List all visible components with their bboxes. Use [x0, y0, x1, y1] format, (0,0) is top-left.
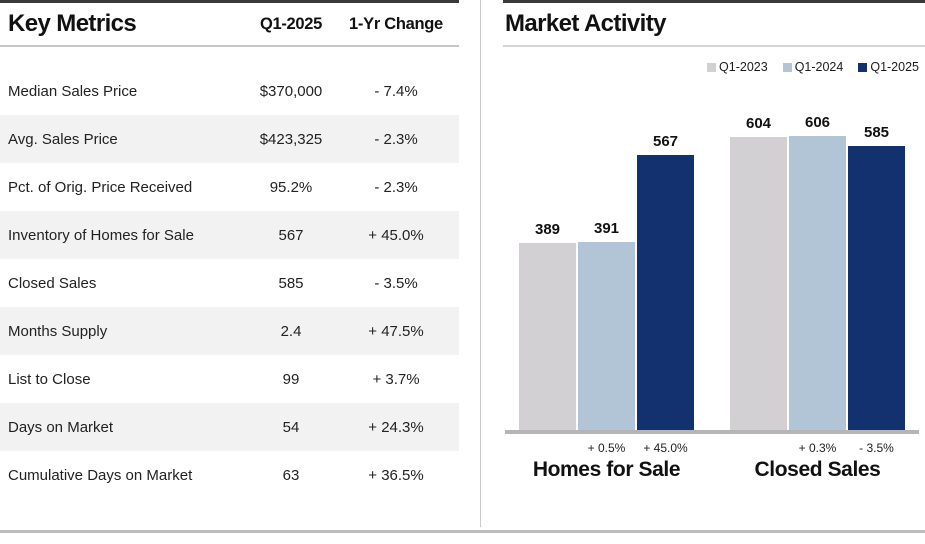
table-row: Avg. Sales Price $423,325 - 2.3% — [0, 115, 459, 163]
bar-value-label: 567 — [652, 133, 679, 150]
metric-value: 99 — [282, 370, 300, 388]
chart-baseline — [505, 430, 919, 434]
table-row: Closed Sales 585 - 3.5% — [0, 259, 459, 307]
metric-change: + 24.3% — [368, 418, 424, 436]
pct-change-label: + 0.5% — [587, 441, 626, 455]
metric-label: Days on Market — [8, 418, 114, 436]
metric-label: Inventory of Homes for Sale — [8, 226, 194, 244]
table-row: Median Sales Price $370,000 - 7.4% — [0, 67, 459, 115]
pct-change-row: + 0.5% + 45.0% + 0.3% - 3.5% — [505, 441, 919, 455]
metrics-table: Median Sales Price $370,000 - 7.4% Avg. Sal… — [0, 67, 459, 499]
metric-value: $423,325 — [259, 130, 323, 148]
metric-label: Median Sales Price — [8, 82, 138, 100]
market-activity-panel: Market Activity Q1-2023 Q1-2024 Q1-2025 38… — [503, 0, 925, 527]
bar-column: 604 — [730, 115, 787, 434]
column-header-1yr-change: 1-Yr Change — [349, 14, 443, 33]
chart-bar — [730, 137, 787, 434]
pct-change-label: + 45.0% — [643, 441, 688, 455]
chart-bar — [789, 136, 846, 434]
table-row: Cumulative Days on Market 63 + 36.5% — [0, 451, 459, 499]
bar-column: 585 — [848, 124, 905, 434]
category-label-row: Homes for Sale Closed Sales — [505, 458, 919, 482]
metric-label: Avg. Sales Price — [8, 130, 118, 148]
metric-change: + 3.7% — [372, 370, 420, 388]
column-header-q1-2025: Q1-2025 — [259, 14, 323, 33]
bar-chart: 389 391 567 604 606 585 + 0.5% + 45.0% + 0.3% - … — [505, 104, 919, 482]
pct-change-label: + 0.3% — [798, 441, 837, 455]
chart-legend: Q1-2023 Q1-2024 Q1-2025 — [503, 60, 925, 74]
chart-plot-area: 389 391 567 604 606 585 — [505, 104, 919, 434]
legend-label: Q1-2025 — [870, 60, 919, 74]
category-label: Homes for Sale — [532, 458, 681, 481]
bar-column: 389 — [519, 221, 576, 434]
metric-value: 63 — [282, 466, 300, 484]
metric-label: List to Close — [8, 370, 91, 388]
category-label: Closed Sales — [754, 458, 881, 481]
bar-column: 391 — [578, 220, 635, 434]
legend-swatch-icon — [858, 62, 868, 72]
bar-value-label: 391 — [593, 220, 620, 237]
table-row: List to Close 99 + 3.7% — [0, 355, 459, 403]
metric-change: - 3.5% — [374, 274, 418, 292]
chart-bar — [637, 155, 694, 434]
bar-group: 604 606 585 — [730, 114, 905, 434]
metric-change: + 36.5% — [368, 466, 424, 484]
metric-change: - 2.3% — [374, 130, 418, 148]
metric-label: Pct. of Orig. Price Received — [8, 178, 193, 196]
metric-label: Closed Sales — [8, 274, 97, 292]
table-row: Days on Market 54 + 24.3% — [0, 403, 459, 451]
metric-change: + 45.0% — [368, 226, 424, 244]
metric-change: - 7.4% — [374, 82, 418, 100]
key-metrics-header: Key Metrics Q1-2025 1-Yr Change — [0, 3, 459, 47]
panel-divider — [480, 0, 481, 527]
bottom-rule — [0, 530, 925, 533]
metric-value: $370,000 — [259, 82, 323, 100]
legend-item: Q1-2023 — [707, 60, 768, 74]
bar-value-label: 585 — [863, 124, 890, 141]
metric-value: 95.2% — [269, 178, 313, 196]
bar-value-label: 389 — [534, 221, 561, 238]
legend-swatch-icon — [782, 62, 792, 72]
chart-bar — [578, 242, 635, 434]
key-metrics-panel: Key Metrics Q1-2025 1-Yr Change Median S… — [0, 0, 459, 499]
market-activity-title: Market Activity — [505, 10, 666, 37]
bar-group: 389 391 567 — [519, 133, 694, 434]
table-row: Pct. of Orig. Price Received 95.2% - 2.3% — [0, 163, 459, 211]
key-metrics-title: Key Metrics — [8, 10, 137, 37]
metric-value: 54 — [282, 418, 300, 436]
chart-bar — [848, 146, 905, 434]
metric-value: 567 — [278, 226, 304, 244]
bar-column: 606 — [789, 114, 846, 434]
bar-column: 567 — [637, 133, 694, 434]
metric-change: + 47.5% — [368, 322, 424, 340]
pct-change-label: - 3.5% — [859, 441, 894, 455]
metric-value: 2.4 — [280, 322, 302, 340]
chart-bar — [519, 243, 576, 434]
pct-change-label — [519, 441, 576, 455]
table-row: Inventory of Homes for Sale 567 + 45.0% — [0, 211, 459, 259]
legend-swatch-icon — [707, 62, 717, 72]
metric-label: Cumulative Days on Market — [8, 466, 193, 484]
bar-value-label: 606 — [804, 114, 831, 131]
metric-change: - 2.3% — [374, 178, 418, 196]
metric-value: 585 — [278, 274, 304, 292]
legend-item: Q1-2024 — [782, 60, 844, 74]
table-row: Months Supply 2.4 + 47.5% — [0, 307, 459, 355]
legend-label: Q1-2023 — [719, 60, 768, 74]
legend-label: Q1-2024 — [794, 60, 844, 74]
bar-value-label: 604 — [745, 115, 772, 132]
pct-group: + 0.5% + 45.0% — [519, 441, 694, 455]
pct-group: + 0.3% - 3.5% — [730, 441, 905, 455]
metric-label: Months Supply — [8, 322, 108, 340]
market-activity-header: Market Activity — [503, 3, 925, 47]
legend-item: Q1-2025 — [858, 60, 919, 74]
pct-change-label — [730, 441, 787, 455]
